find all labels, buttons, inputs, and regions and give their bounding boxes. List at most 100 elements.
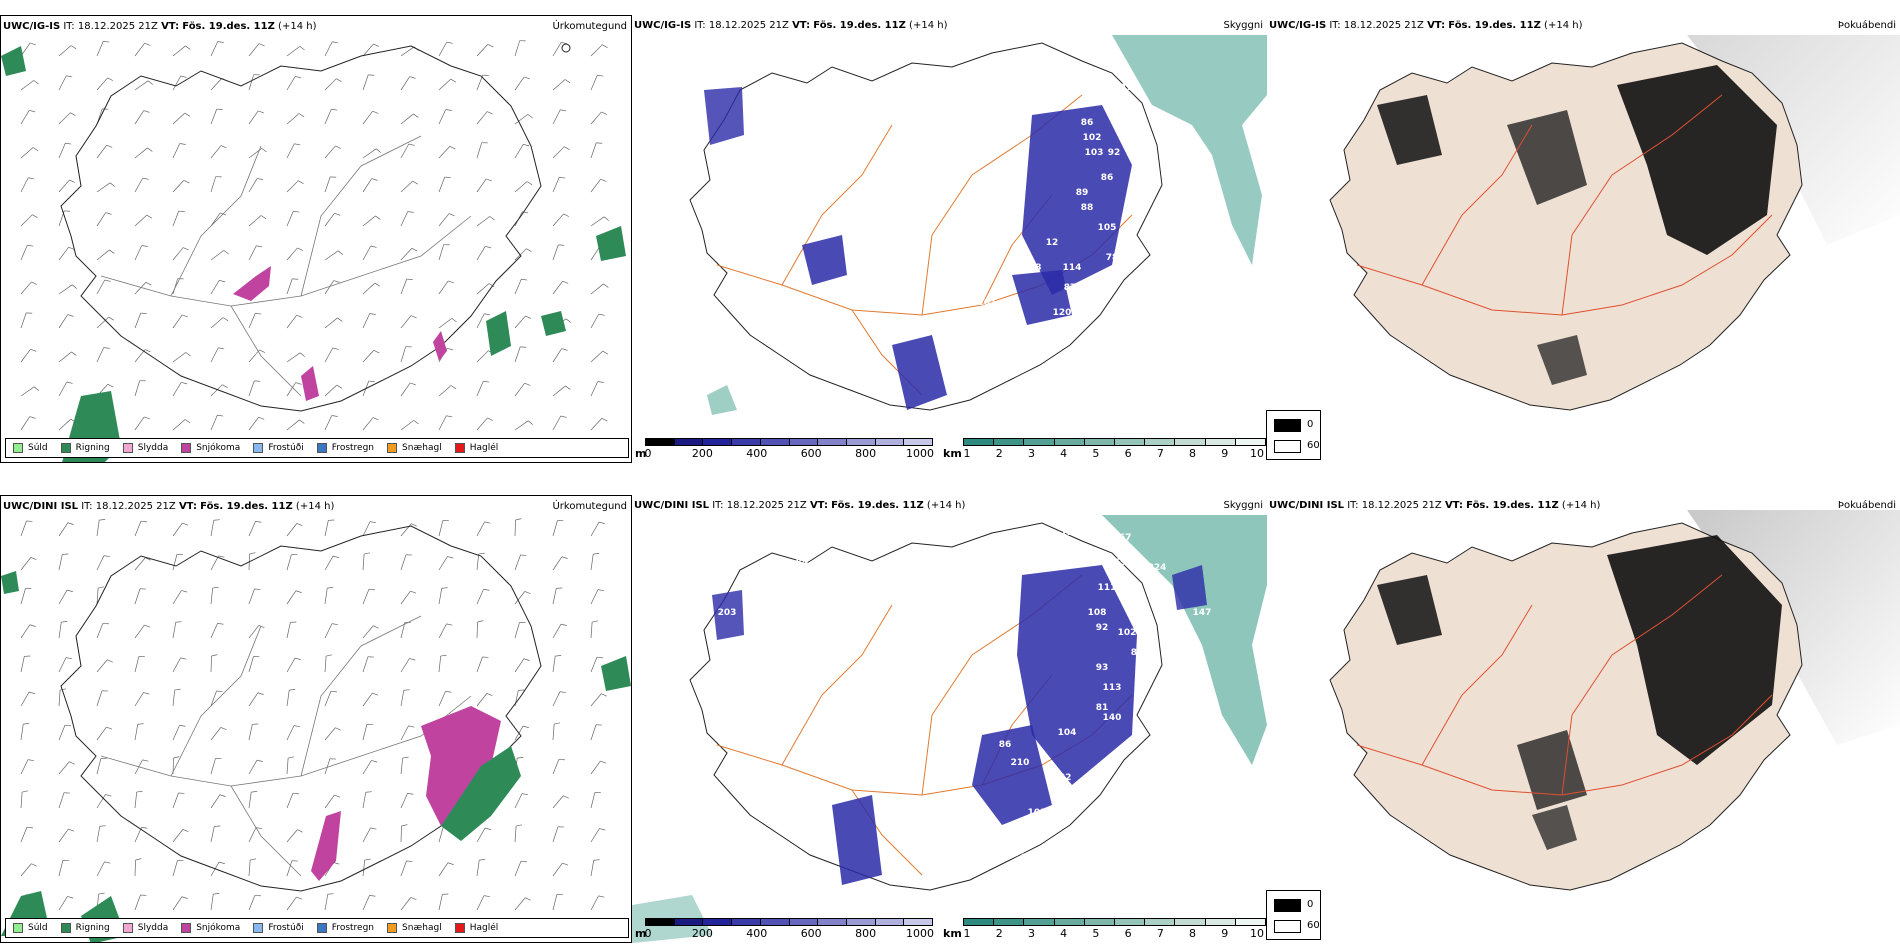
wind-barb-flag — [144, 624, 151, 628]
legend-item: Frostúði — [253, 443, 304, 453]
legend-label: Rigning — [75, 923, 110, 933]
wind-barb-flag — [372, 110, 379, 114]
road-network — [1356, 574, 1773, 796]
wind-barb-flag — [173, 756, 180, 759]
wind-barb — [20, 724, 24, 741]
colorbar-tick: 200 — [691, 447, 713, 460]
legend-swatch — [387, 923, 398, 933]
wind-barb — [590, 589, 599, 605]
wind-barb-flag — [407, 793, 414, 795]
wind-barb-flag — [61, 621, 68, 623]
wind-barb — [476, 142, 483, 159]
colorbar-tick: 9 — [1221, 927, 1229, 940]
colorbar-step — [875, 919, 905, 925]
wind-barb-flag — [220, 145, 227, 149]
wind-barb — [58, 589, 68, 605]
wind-barb — [400, 143, 410, 159]
wind-barb-flag — [593, 553, 600, 555]
wind-barb — [172, 180, 185, 193]
wind-barb-flag — [409, 76, 416, 79]
wind-barb — [286, 554, 292, 571]
wind-barb — [438, 109, 447, 125]
wind-barb-flag — [448, 213, 455, 217]
wind-barb-flag — [600, 178, 607, 182]
wind-barb-flag — [486, 111, 493, 115]
low-cloud — [1172, 565, 1207, 610]
wind-barb-flag — [369, 895, 376, 897]
wind-barb — [286, 622, 291, 639]
wind-barb — [172, 554, 178, 571]
legend-label: Slydda — [137, 443, 169, 453]
wind-barb-flag — [183, 179, 190, 184]
wind-barb-flag — [408, 725, 415, 728]
wind-barb — [438, 78, 451, 91]
wind-barb-flag — [406, 278, 413, 280]
wind-barb — [172, 690, 176, 707]
colorbar-step — [1054, 919, 1085, 925]
cloud-base-label: 87 — [1131, 648, 1144, 658]
wind-barb-flag — [257, 177, 264, 181]
wind-barb — [362, 111, 373, 125]
wind-barb-flag — [451, 318, 457, 323]
wind-barb — [134, 110, 145, 125]
wind-barb-flag — [597, 381, 604, 383]
wind-barb — [552, 109, 561, 125]
fog-white-value: 60 — [1307, 440, 1320, 451]
wind-barb-flag — [222, 384, 228, 388]
wind-barb — [58, 112, 71, 125]
dense-fog — [1532, 805, 1577, 850]
wind-barb-flag — [219, 279, 226, 283]
wind-barb — [590, 313, 600, 329]
wind-barb — [552, 385, 566, 397]
wind-barb — [58, 690, 61, 707]
wind-barb-flag — [597, 589, 604, 592]
wind-barb-flag — [144, 416, 150, 420]
wind-barb — [590, 622, 593, 639]
legend-swatch — [253, 923, 264, 933]
wind-barb-flag — [413, 113, 419, 118]
wind-barb — [362, 148, 377, 159]
wind-barbs — [20, 518, 607, 911]
wind-barb — [514, 76, 525, 91]
legend-swatch — [316, 443, 327, 453]
wind-barb — [400, 420, 414, 431]
cloud-base-label: 358 — [1068, 503, 1087, 513]
wind-barb-flag — [105, 794, 112, 797]
wind-barb — [20, 349, 31, 363]
colorbar-step — [646, 919, 675, 925]
wind-barb-flag — [489, 216, 495, 221]
wind-barb — [362, 215, 376, 227]
wind-barb — [400, 860, 407, 877]
wind-barb — [172, 247, 184, 261]
colorbar-step — [1175, 439, 1206, 445]
wind-barb — [476, 554, 480, 571]
legend-item: Frostúði — [253, 923, 304, 933]
wind-barb-flag — [29, 109, 36, 113]
height-colorbar-bar — [645, 438, 933, 446]
wind-barb-flag — [216, 108, 223, 110]
rain-area — [596, 226, 626, 261]
wind-barb-flag — [564, 146, 570, 150]
wind-barb — [210, 145, 222, 159]
wind-barb-flag — [598, 895, 605, 898]
wind-barb-flag — [335, 727, 341, 731]
wind-barb-flag — [135, 858, 142, 861]
wind-barb — [476, 74, 484, 91]
wind-barb — [210, 78, 223, 91]
wind-barb — [590, 283, 604, 295]
wind-barb — [286, 180, 299, 193]
wind-barb — [400, 113, 414, 125]
wind-barb — [324, 280, 335, 295]
wind-barb — [58, 418, 71, 431]
wind-barb — [286, 419, 300, 431]
wind-barb-flag — [522, 725, 529, 728]
wind-barb-flag — [335, 145, 342, 149]
legend-item: Haglél — [454, 923, 498, 933]
wind-barb-flag — [450, 385, 457, 390]
visibility-unit: km — [943, 927, 962, 940]
wind-barb-flag — [109, 182, 115, 187]
wind-barb-flag — [523, 143, 530, 147]
wind-barb-flag — [564, 79, 571, 84]
wind-barb — [210, 317, 224, 329]
wind-barb-flag — [146, 214, 153, 219]
